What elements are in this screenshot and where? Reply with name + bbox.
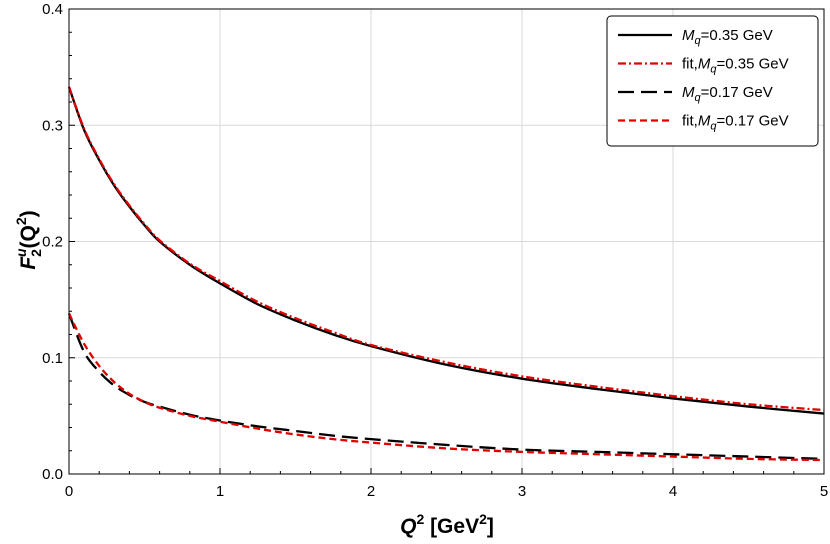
legend-label-4: fit,Mq=0.17 GeV	[682, 113, 789, 133]
y-tick-label: 0.3	[42, 117, 63, 134]
x-tick-label: 0	[65, 483, 73, 500]
y-tick-label: 0.1	[42, 350, 63, 367]
series-line-2	[67, 86, 825, 412]
x-tick-label: 5	[820, 483, 828, 500]
series-line-4	[67, 313, 825, 462]
legend-box	[606, 15, 819, 147]
y-label-sub: 2	[28, 249, 44, 257]
y-tick-label: 0.0	[42, 466, 63, 483]
x-tick-label: 4	[669, 483, 677, 500]
y-label-arg: (Q	[17, 225, 40, 248]
y-label-arg-close: )	[17, 210, 40, 217]
legend-label-3: Mq=0.17 GeV	[682, 84, 773, 104]
plot-curves	[67, 86, 825, 462]
x-label-unit: [GeV	[424, 515, 479, 538]
x-label-main: Q	[400, 515, 416, 538]
x-label-sup: 2	[416, 511, 424, 527]
y-tick-label: 0.4	[42, 1, 63, 18]
x-label-unit-sup: 2	[479, 511, 487, 527]
x-tick-label: 2	[367, 483, 375, 500]
x-tick-label: 1	[216, 483, 224, 500]
x-label-unit-close: ]	[487, 515, 494, 538]
series-line-3	[67, 313, 825, 461]
y-axis-label: F2u(Q2)	[13, 210, 44, 269]
y-label-arg-sup: 2	[13, 217, 29, 225]
legend-label-1: Mq=0.35 GeV	[682, 27, 773, 47]
x-axis-label: Q2 [GeV2]	[400, 511, 494, 538]
y-label-sup: u	[13, 248, 29, 257]
y-label-main: F	[17, 256, 40, 270]
axis-ticks: 0 1 2 3 4 5 0.0 0.1 0.2 0.3 0.4	[42, 1, 828, 500]
legend-label-2: fit,Mq=0.35 GeV	[682, 56, 789, 76]
x-tick-label: 3	[518, 483, 526, 500]
legend: Mq=0.35 GeV fit,Mq=0.35 GeV Mq=0.17 GeV fit…	[606, 15, 819, 147]
y-tick-label: 0.2	[42, 234, 63, 251]
